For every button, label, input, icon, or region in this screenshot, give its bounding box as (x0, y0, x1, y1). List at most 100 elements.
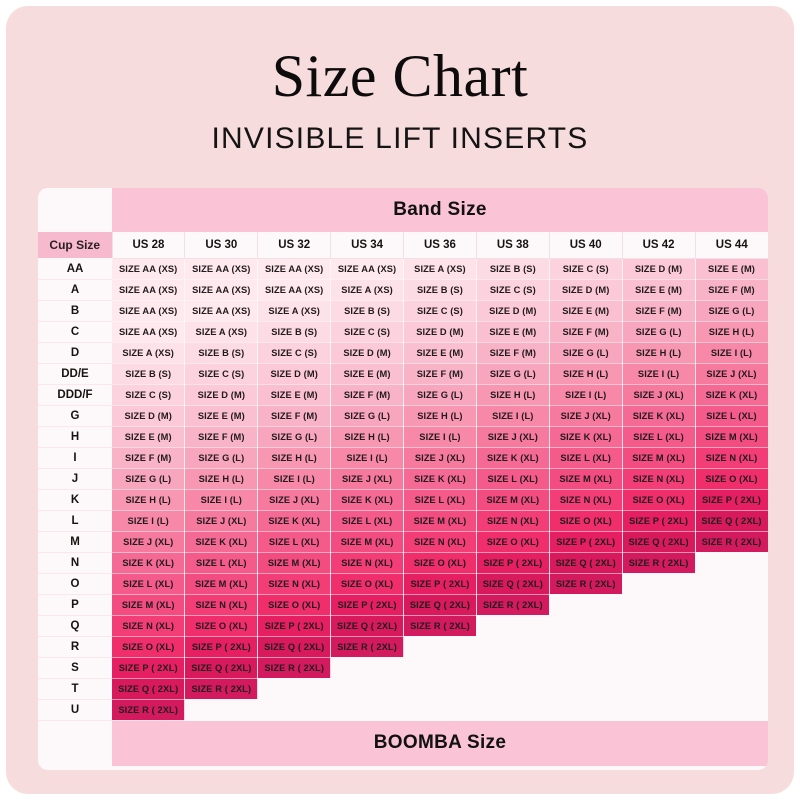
size-cell: SIZE E (M) (476, 321, 550, 343)
size-cell: SIZE L (XL) (330, 510, 404, 532)
size-cell: SIZE I (L) (330, 447, 404, 469)
size-cell: SIZE B (S) (403, 279, 477, 301)
size-cell (476, 615, 550, 637)
size-cell: SIZE F (M) (330, 384, 404, 406)
cup-size-row-header: A (38, 279, 112, 301)
corner-blank-cell (38, 188, 112, 232)
size-cell (695, 678, 768, 700)
cup-size-row-header: I (38, 447, 112, 469)
size-cell: SIZE AA (XS) (112, 300, 186, 322)
table-row: J SIZE G (L) SIZE H (L) SIZE I (L) SIZE J (X… (38, 468, 768, 490)
size-cell: SIZE E (M) (184, 405, 259, 427)
size-cell: SIZE N (XL) (549, 489, 623, 511)
table-row: M SIZE J (XL) SIZE K (XL) SIZE L (XL) SIZE M… (38, 531, 768, 553)
size-cell: SIZE P ( 2XL) (257, 615, 332, 637)
size-cell: SIZE G (L) (476, 363, 550, 385)
size-cell: SIZE R ( 2XL) (695, 531, 768, 553)
size-cell: SIZE K (XL) (184, 531, 259, 553)
size-cell: SIZE R ( 2XL) (330, 636, 404, 658)
size-cell: SIZE M (XL) (695, 426, 768, 448)
size-cell: SIZE L (XL) (622, 426, 696, 448)
size-cell: SIZE D (M) (112, 405, 186, 427)
size-cell: SIZE J (XL) (112, 531, 186, 553)
size-cell: SIZE B (S) (184, 342, 259, 364)
size-cell: SIZE L (XL) (695, 405, 768, 427)
size-cell: SIZE O (XL) (112, 636, 186, 658)
size-cell: SIZE D (M) (184, 384, 259, 406)
band-size-column-header: US 34 (330, 232, 404, 259)
size-cell: SIZE B (S) (257, 321, 332, 343)
size-cell: SIZE J (XL) (695, 363, 768, 385)
table-row: I SIZE F (M) SIZE G (L) SIZE H (L) SIZE I (L… (38, 447, 768, 469)
size-cell: SIZE G (L) (257, 426, 332, 448)
table-row: C SIZE AA (XS) SIZE A (XS) SIZE B (S) SIZE C… (38, 321, 768, 343)
size-cell (695, 594, 768, 616)
size-cell: SIZE G (L) (184, 447, 259, 469)
size-cell: SIZE H (L) (549, 363, 623, 385)
band-size-column-header: US 28 (111, 232, 185, 259)
band-size-column-header: US 36 (403, 232, 477, 259)
size-cell: SIZE N (XL) (257, 573, 332, 595)
size-cell: SIZE P ( 2XL) (549, 531, 623, 553)
size-cell: SIZE G (L) (330, 405, 404, 427)
cup-size-row-header: D (38, 342, 112, 364)
size-cell: SIZE O (XL) (257, 594, 332, 616)
cup-size-row-header: N (38, 552, 112, 574)
size-cell: SIZE F (M) (257, 405, 332, 427)
cup-size-row-header: J (38, 468, 112, 490)
size-cell: SIZE K (XL) (622, 405, 696, 427)
size-cell: SIZE E (M) (112, 426, 186, 448)
size-cell (549, 678, 623, 700)
size-cell: SIZE D (M) (330, 342, 404, 364)
size-cell: SIZE I (L) (184, 489, 259, 511)
size-cell: SIZE Q ( 2XL) (476, 573, 550, 595)
size-cell: SIZE H (L) (184, 468, 259, 490)
size-cell: SIZE Q ( 2XL) (695, 510, 768, 532)
size-chart-panel: Band Size Cup Size US 28 US 30 US 32 US 34 U… (38, 188, 768, 770)
table-foot: BOOMBA Size (38, 720, 768, 766)
size-cell (476, 678, 550, 700)
size-cell: SIZE I (L) (257, 468, 332, 490)
size-cell (184, 699, 259, 721)
band-size-column-header: US 44 (694, 232, 768, 259)
size-cell: SIZE C (S) (112, 384, 186, 406)
size-cell: SIZE F (M) (112, 447, 186, 469)
size-cell: SIZE K (XL) (112, 552, 186, 574)
size-cell: SIZE D (M) (622, 258, 696, 280)
size-cell: SIZE L (XL) (549, 447, 623, 469)
size-cell (476, 699, 550, 721)
size-cell: SIZE M (XL) (622, 447, 696, 469)
size-cell (622, 636, 696, 658)
size-cell: SIZE AA (XS) (184, 258, 259, 280)
size-cell: SIZE K (XL) (257, 510, 332, 532)
size-cell: SIZE L (XL) (184, 552, 259, 574)
size-cell: SIZE J (XL) (330, 468, 404, 490)
table-head: Band Size Cup Size US 28 US 30 US 32 US 34 U… (38, 188, 768, 259)
size-cell: SIZE R ( 2XL) (622, 552, 696, 574)
size-cell: SIZE M (XL) (403, 510, 477, 532)
size-cell: SIZE AA (XS) (112, 279, 186, 301)
band-size-column-header: US 42 (621, 232, 695, 259)
size-cell: SIZE N (XL) (330, 552, 404, 574)
size-cell (695, 615, 768, 637)
table-row: Q SIZE N (XL) SIZE O (XL) SIZE P ( 2XL) SIZE… (38, 615, 768, 637)
cup-size-row-header: U (38, 699, 112, 721)
size-cell: SIZE L (XL) (112, 573, 186, 595)
size-cell (695, 573, 768, 595)
size-cell: SIZE E (M) (622, 279, 696, 301)
table-row: DDD/F SIZE C (S) SIZE D (M) SIZE E (M) SIZE … (38, 384, 768, 406)
size-cell: SIZE P ( 2XL) (476, 552, 550, 574)
cup-size-row-header: S (38, 657, 112, 679)
table-row: S SIZE P ( 2XL) SIZE Q ( 2XL) SIZE R ( 2XL) (38, 657, 768, 679)
size-cell (549, 594, 623, 616)
band-header-row: Band Size (38, 188, 768, 232)
size-cell: SIZE C (S) (257, 342, 332, 364)
size-cell: SIZE K (XL) (403, 468, 477, 490)
table-row: A SIZE AA (XS) SIZE AA (XS) SIZE AA (XS) SIZ… (38, 279, 768, 301)
size-cell: SIZE C (S) (476, 279, 550, 301)
size-cell: SIZE A (XS) (257, 300, 332, 322)
size-cell: SIZE AA (XS) (184, 300, 259, 322)
size-cell: SIZE F (M) (403, 363, 477, 385)
size-cell (695, 699, 768, 721)
band-size-column-header: US 30 (184, 232, 258, 259)
